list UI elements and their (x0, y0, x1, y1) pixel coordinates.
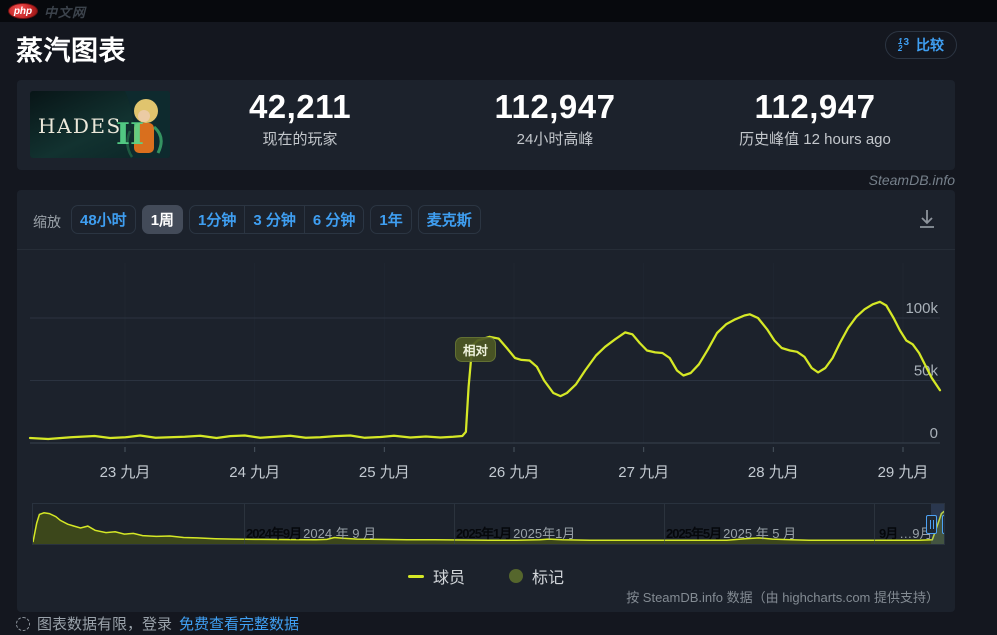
nav-selection[interactable] (931, 504, 944, 544)
nav-handle-left[interactable] (926, 515, 937, 534)
zoom-preset-3m[interactable]: 3 分钟 (244, 205, 305, 234)
y-axis-label: 0 (930, 425, 938, 442)
compare-label: 比较 (916, 37, 944, 53)
compare-button[interactable]: 1 2 3 比较 (884, 31, 957, 59)
x-axis-label: 29 九月 (878, 464, 929, 481)
stat-label: 24小时高峰 (516, 131, 594, 148)
stat-alltime-peak: 112,947 历史峰值 12 hours ago (657, 89, 973, 149)
markers-dot-icon (509, 569, 523, 583)
players-line-marker-icon (407, 574, 424, 578)
steamdb-watermark: SteamDB.info (868, 172, 955, 188)
legend-item-markers[interactable]: 标记 (509, 564, 564, 588)
nav-separator (244, 504, 245, 544)
svg-text:II: II (116, 117, 144, 152)
chart-plot[interactable]: 23 九月 24 九月 25 九月 26 九月 27 九月 28 九月 29 九月 0 50k 1… (28, 255, 942, 490)
footer-note: 图表数据有限，登录 免费查看完整数据 (16, 613, 299, 634)
stat-current-players: 42,211 现在的玩家 (192, 89, 408, 149)
toolbar-separator (17, 249, 955, 250)
attribution: 按 SteamDB.info 数据（由 highcharts.com 提供支持） (626, 590, 939, 605)
y-axis-label: 50k (914, 363, 939, 380)
players-series-line (28, 300, 942, 441)
stat-value: 112,947 (494, 88, 616, 125)
chart-panel: 缩放 48小时 1周 1分钟 3 分钟 6 分钟 1年 麦克斯 23 九月 24 … (17, 190, 955, 612)
stats-panel: HADES II 42,211 现在的玩家 112,947 24小时高峰 112… (17, 80, 955, 170)
game-banner[interactable]: HADES II (30, 91, 170, 158)
zoom-preset-6m[interactable]: 6 分钟 (303, 205, 365, 234)
range-selector: 48小时 1周 1分钟 3 分钟 6 分钟 1年 麦克斯 (71, 205, 481, 234)
zoom-preset-group: 1分钟 3 分钟 6 分钟 (189, 205, 365, 234)
zoom-label: 缩放 (33, 214, 61, 230)
brand-text: 中文网 (44, 4, 87, 20)
x-axis-label: 26 九月 (489, 464, 540, 481)
compare-123-icon: 1 2 3 (897, 37, 909, 53)
y-axis-label: 100k (905, 300, 938, 317)
x-axis-label: 25 九月 (359, 464, 410, 481)
nav-separator (874, 504, 875, 544)
footer-text: 图表数据有限，登录 (37, 616, 173, 633)
legend-item-players[interactable]: 球员 (407, 564, 465, 588)
legend-label: 标记 (532, 570, 565, 587)
x-axis-label: 28 九月 (748, 464, 799, 481)
main-chart-svg: 23 九月 24 九月 25 九月 26 九月 27 九月 28 九月 29 九月 0 50k 1… (28, 263, 942, 481)
relative-flag[interactable]: 相对 (455, 337, 497, 362)
legend-label: 球员 (432, 570, 465, 587)
svg-text:HADES: HADES (38, 114, 122, 138)
zoom-preset-48h[interactable]: 48小时 (71, 205, 136, 234)
zoom-preset-max[interactable]: 麦克斯 (417, 205, 481, 234)
x-axis-label: 27 九月 (618, 464, 669, 481)
navigator[interactable]: 2024年9月 2024 年 9 月 2025年1月 2025年1月 2025年5月 20… (32, 503, 945, 545)
x-axis-label: 24 九月 (229, 464, 280, 481)
stat-24h-peak: 112,947 24小时高峰 (427, 89, 683, 149)
limited-data-icon (16, 616, 30, 631)
login-link[interactable]: 免费查看完整数据 (179, 616, 300, 633)
legend: 球员 标记 (17, 564, 955, 588)
download-icon[interactable] (915, 207, 939, 233)
zoom-preset-1y[interactable]: 1年 (370, 205, 412, 234)
zoom-preset-1m[interactable]: 1分钟 (189, 205, 246, 234)
navigator-line (33, 510, 944, 543)
nav-handle-right[interactable] (942, 515, 944, 534)
stat-value: 112,947 (754, 88, 876, 125)
x-axis-label: 23 九月 (100, 464, 151, 481)
topbar: php 中文网 (0, 0, 997, 22)
stat-label: 现在的玩家 (262, 131, 338, 148)
stat-value: 42,211 (248, 88, 352, 125)
stat-label: 历史峰值 12 hours ago (739, 131, 891, 148)
page-title: 蒸汽图表 (16, 36, 126, 66)
php-logo[interactable]: php (8, 3, 38, 19)
navigator-chart-svg (33, 510, 944, 544)
nav-separator (664, 504, 665, 544)
zoom-preset-1w[interactable]: 1周 (141, 205, 184, 234)
nav-separator (454, 504, 455, 544)
